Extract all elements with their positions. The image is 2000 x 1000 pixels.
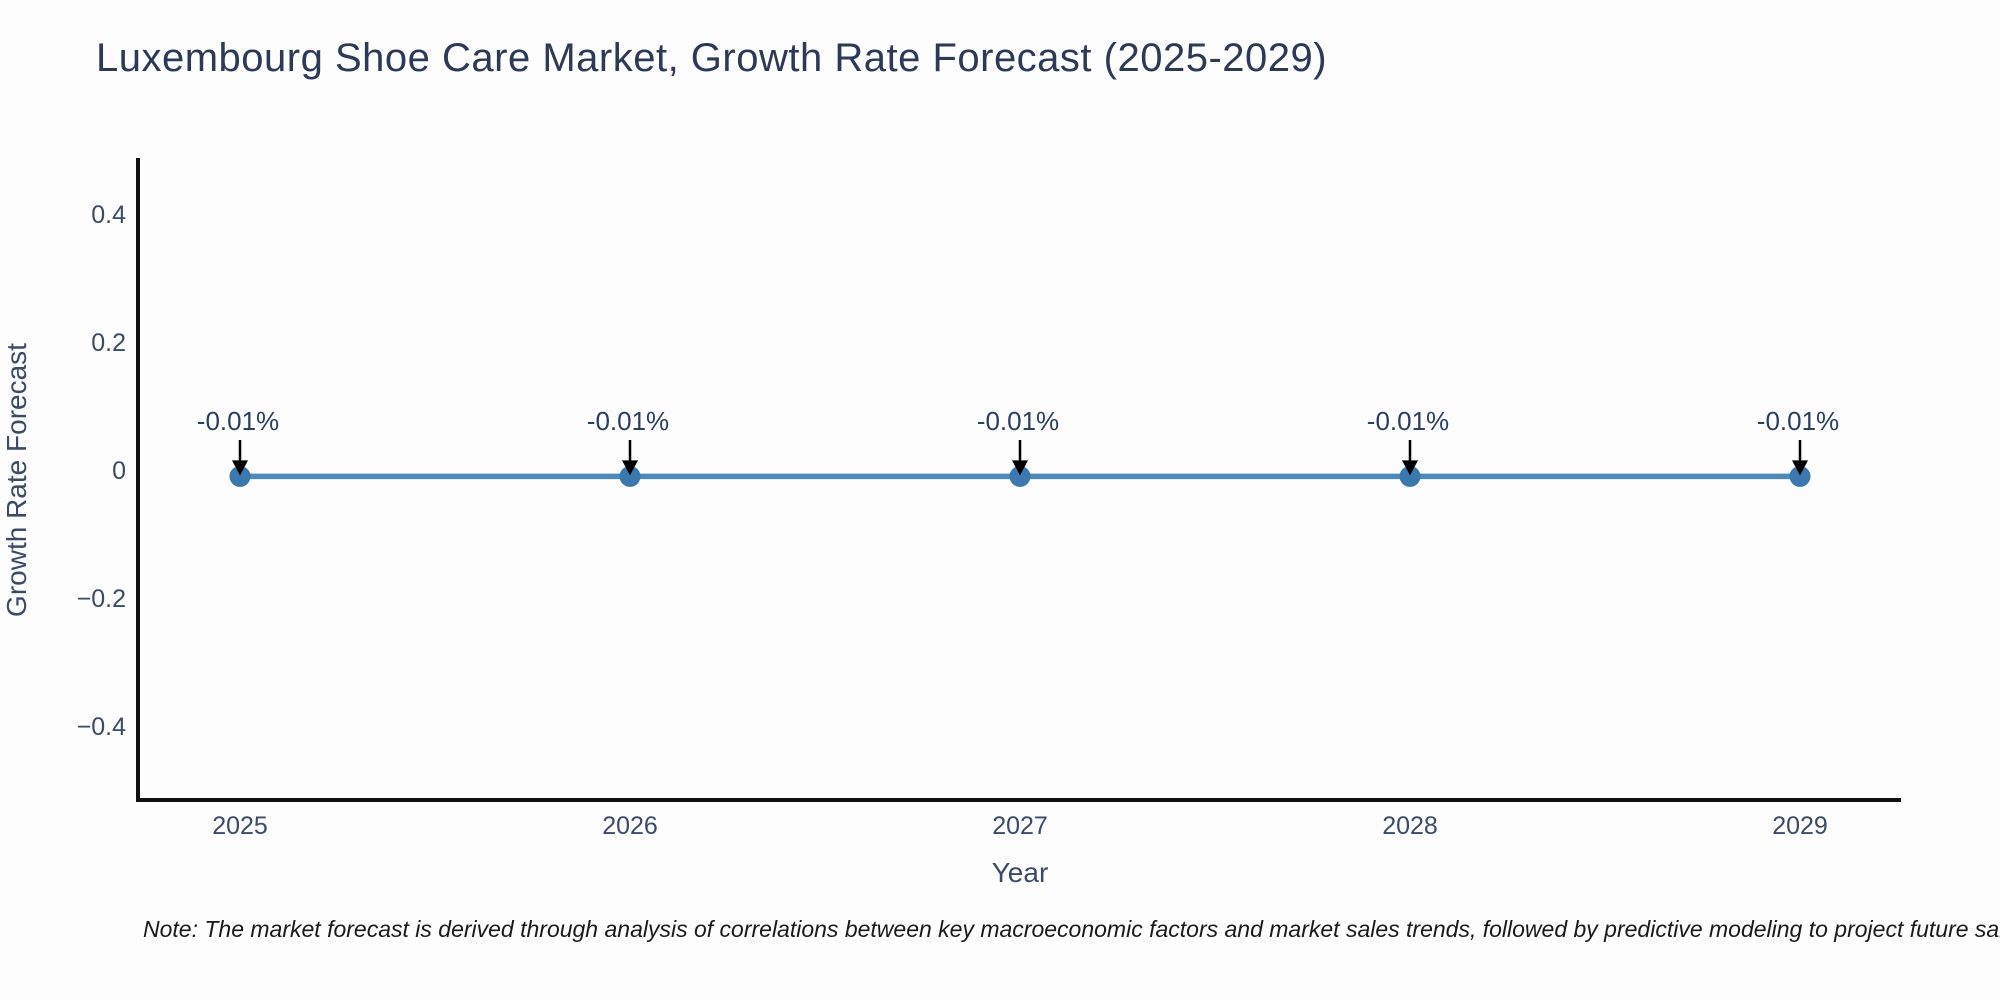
y-tick-label: −0.2 — [77, 585, 126, 613]
point-annotation-label: -0.01% — [1367, 406, 1449, 436]
x-axis-ticks: 2025 2026 2027 2028 2029 — [212, 812, 1828, 840]
point-annotations: -0.01% -0.01% -0.01% -0.01% -0.01% — [197, 406, 1839, 476]
y-tick-label: 0.4 — [91, 201, 126, 229]
annotation-arrowhead — [1012, 460, 1028, 476]
x-tick-label: 2026 — [602, 812, 658, 840]
point-annotation-label: -0.01% — [1757, 406, 1839, 436]
line-series — [229, 465, 1811, 487]
y-tick-label: 0 — [112, 457, 126, 485]
annotation-arrowhead — [1402, 460, 1418, 476]
data-point-marker — [1399, 465, 1421, 487]
y-axis-title: Growth Rate Forecast — [1, 343, 32, 617]
chart-title: Luxembourg Shoe Care Market, Growth Rate… — [96, 36, 1328, 80]
x-tick-label: 2025 — [212, 812, 268, 840]
point-annotation-label: -0.01% — [197, 406, 279, 436]
data-point-marker — [1789, 465, 1811, 487]
y-tick-label: −0.4 — [77, 713, 126, 741]
footnote: Note: The market forecast is derived thr… — [143, 916, 2000, 942]
y-tick-label: 0.2 — [91, 329, 126, 357]
x-tick-label: 2028 — [1382, 812, 1438, 840]
data-point-marker — [1009, 465, 1031, 487]
y-axis-ticks: 0.4 0.2 0 −0.2 −0.4 — [77, 201, 126, 741]
point-annotation-label: -0.01% — [977, 406, 1059, 436]
point-annotation-label: -0.01% — [587, 406, 669, 436]
x-axis-title: Year — [992, 857, 1049, 888]
data-point-marker — [619, 465, 641, 487]
data-point-marker — [229, 465, 251, 487]
annotation-arrowhead — [622, 460, 638, 476]
x-tick-label: 2029 — [1772, 812, 1828, 840]
annotation-arrowhead — [1792, 460, 1808, 476]
x-tick-label: 2027 — [992, 812, 1048, 840]
annotation-arrowhead — [232, 460, 248, 476]
